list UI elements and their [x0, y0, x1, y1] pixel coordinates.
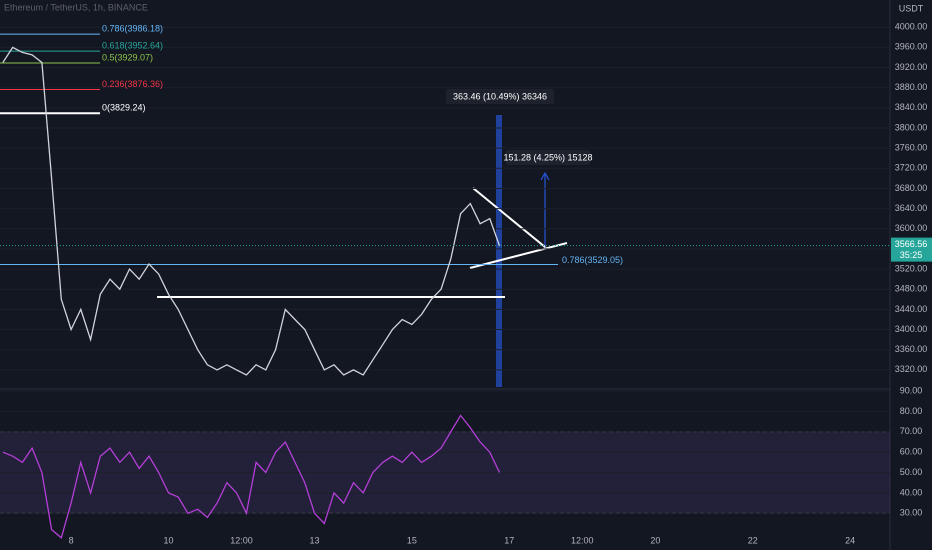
- y-tick-label: 40.00: [900, 487, 923, 497]
- x-tick-label: 20: [650, 535, 660, 545]
- fib-label: 0(3829.24): [102, 103, 146, 113]
- x-tick-label: 17: [504, 535, 514, 545]
- y-tick-label: 3880.00: [895, 82, 928, 92]
- fib-label: 0.786(3529.05): [562, 255, 623, 265]
- fib-label: 0.618(3952.64): [102, 40, 163, 50]
- y-tick-label: 70.00: [900, 426, 923, 436]
- x-tick-label: 15: [407, 535, 417, 545]
- y-tick-label: 60.00: [900, 447, 923, 457]
- fib-label: 0.5(3929.07): [102, 52, 153, 62]
- y-tick-label: 3440.00: [895, 304, 928, 314]
- y-tick-label: 50.00: [900, 467, 923, 477]
- y-tick-label: 90.00: [900, 385, 923, 395]
- x-tick-label: 12:00: [571, 535, 594, 545]
- y-tick-label: 3680.00: [895, 183, 928, 193]
- arrow-head: [540, 171, 550, 181]
- y-tick-label: 3520.00: [895, 263, 928, 273]
- x-tick-label: 12:00: [230, 535, 253, 545]
- x-tick-label: 13: [310, 535, 320, 545]
- x-tick-label: 10: [163, 535, 173, 545]
- y-tick-label: 3960.00: [895, 42, 928, 52]
- fib-label: 0.786(3986.18): [102, 24, 163, 34]
- measure-box: [496, 115, 502, 387]
- y-tick-label: 3760.00: [895, 143, 928, 153]
- y-tick-label: 3320.00: [895, 364, 928, 374]
- y-tick-label: 30.00: [900, 508, 923, 518]
- y-tick-label: 3480.00: [895, 284, 928, 294]
- triangle-upper: [472, 187, 546, 248]
- currency: USDT: [899, 3, 924, 13]
- y-tick-label: 3400.00: [895, 324, 928, 334]
- price-tag-label: 3566.56: [895, 239, 928, 249]
- measure-label-box: [506, 150, 590, 165]
- y-tick-label: 3800.00: [895, 122, 928, 132]
- x-tick-label: 8: [69, 535, 74, 545]
- y-tick-label: 3920.00: [895, 62, 928, 72]
- measure-label: 151.28 (4.25%) 15128: [503, 152, 592, 162]
- countdown: 35:25: [900, 250, 923, 260]
- series-line: [2, 46, 501, 376]
- series-line: [2, 414, 501, 539]
- fib-label: 0.236(3876.36): [102, 79, 163, 89]
- y-tick-label: 3360.00: [895, 344, 928, 354]
- x-tick-label: 22: [748, 535, 758, 545]
- x-tick-label: 24: [845, 535, 855, 545]
- measure-label: 363.46 (10.49%) 36346: [453, 91, 547, 101]
- y-tick-label: 3640.00: [895, 203, 928, 213]
- y-tick-label: 4000.00: [895, 22, 928, 32]
- price-tag: [891, 237, 932, 262]
- measure-label-box: [446, 89, 554, 104]
- chart-title: Ethereum / TetherUS, 1h, BINANCE: [4, 2, 148, 12]
- y-tick-label: 80.00: [900, 406, 923, 416]
- triangle-lower: [469, 242, 568, 269]
- y-tick-label: 3720.00: [895, 163, 928, 173]
- y-tick-label: 3840.00: [895, 102, 928, 112]
- y-tick-label: 3600.00: [895, 223, 928, 233]
